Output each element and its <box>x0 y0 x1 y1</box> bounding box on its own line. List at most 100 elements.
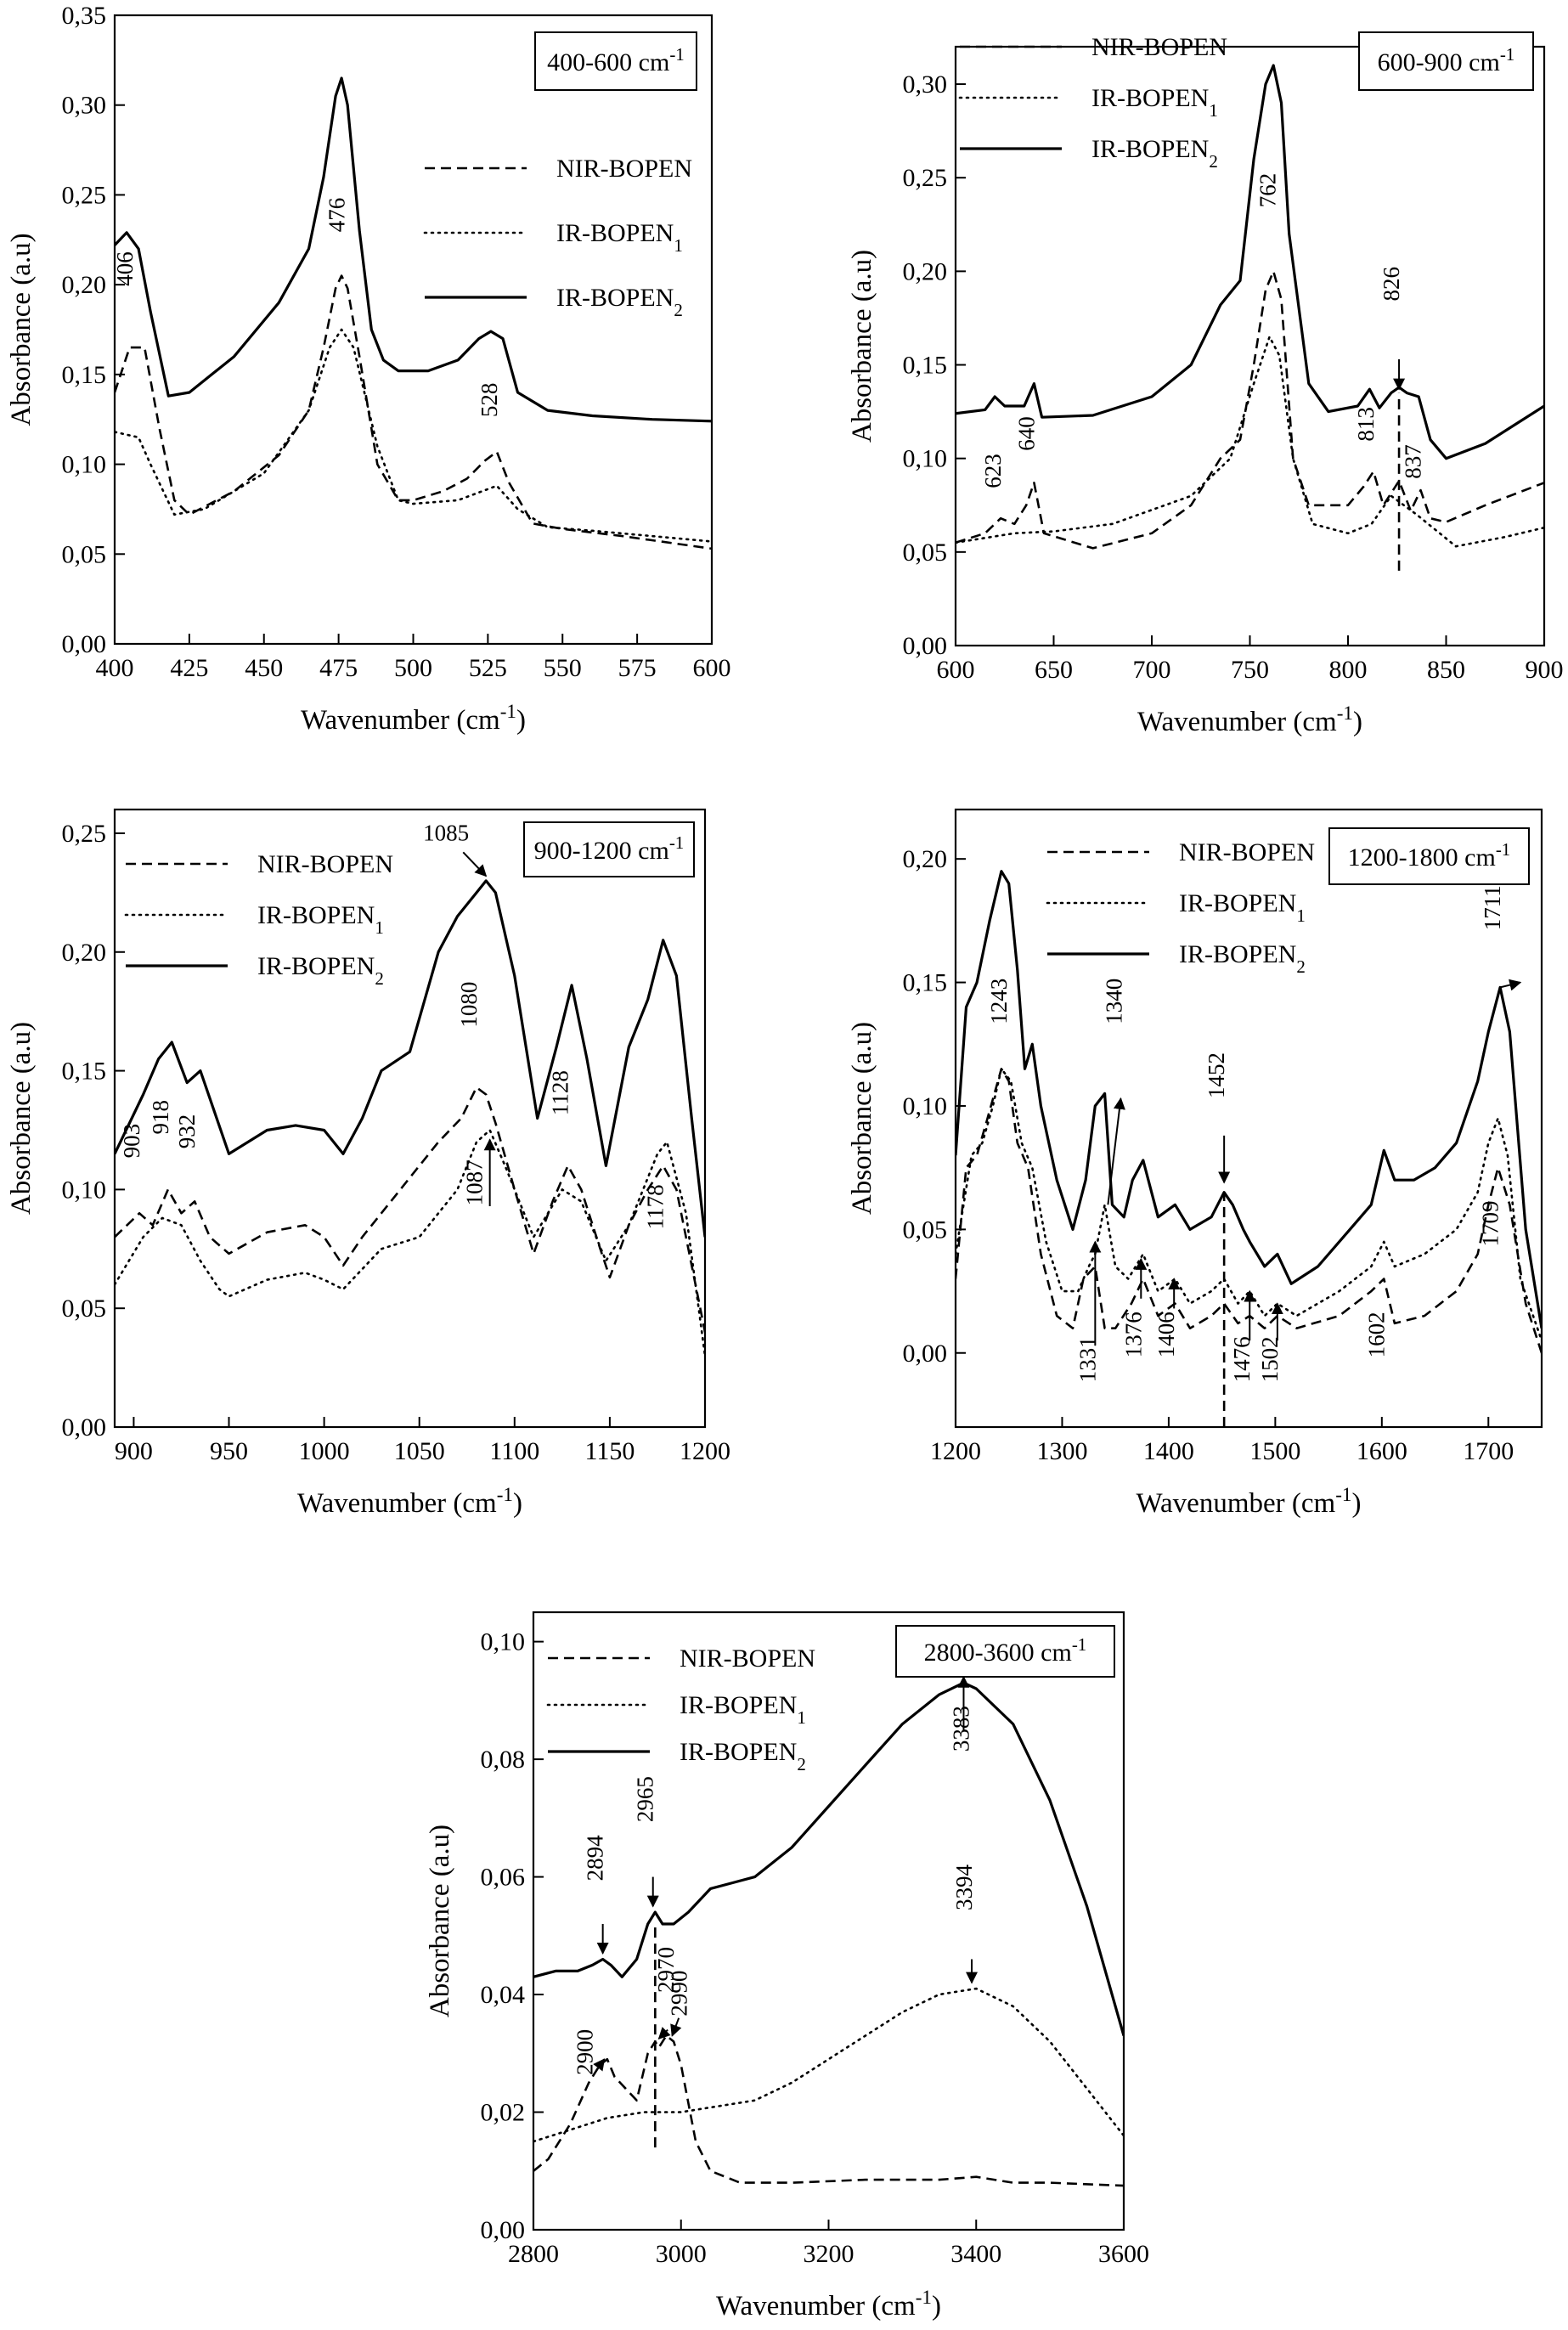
y-tick-label: 0,25 <box>903 164 948 192</box>
range-label: 1200-1800 cm-1 <box>1348 839 1511 872</box>
legend-label-ir-bopen1: IR-BOPEN1 <box>680 1691 806 1728</box>
legend-label-ir-bopen2: IR-BOPEN2 <box>1091 135 1218 172</box>
chart-panel-1: 400 425 450 475 500 525 550 575 600 0,00 0,05 0,10 0… <box>6 2 731 736</box>
series-line-nir-bopen <box>115 1086 705 1333</box>
legend-label-ir-bopen1: IR-BOPEN1 <box>556 219 683 256</box>
y-tick-label: 0,05 <box>62 1295 107 1323</box>
legend-label-ir-bopen2: IR-BOPEN2 <box>257 952 384 989</box>
x-tick-label: 3200 <box>804 2240 855 2268</box>
y-tick-label: 0,10 <box>481 1628 526 1656</box>
x-tick-label: 400 <box>96 654 134 682</box>
legend-label-nir-bopen: NIR-BOPEN <box>680 1645 815 1673</box>
legend-label-nir-bopen: NIR-BOPEN <box>257 850 393 878</box>
series-line-nir-bopen <box>956 270 1544 550</box>
peak-label-1602: 1602 <box>1363 1312 1389 1357</box>
peak-label-1502: 1502 <box>1257 1336 1283 1382</box>
x-tick-label: 600 <box>937 656 975 684</box>
y-tick-label: 0,10 <box>903 445 948 473</box>
y-axis-title: Absorbance (a.u) <box>6 233 37 426</box>
x-tick-label: 750 <box>1231 656 1269 684</box>
y-tick-label: 0,30 <box>62 92 107 120</box>
peak-label-623: 623 <box>980 454 1006 488</box>
x-tick-label: 1500 <box>1249 1437 1300 1465</box>
y-tick-label: 0,35 <box>62 2 107 30</box>
peak-label-1128: 1128 <box>548 1070 573 1115</box>
x-tick-label: 1050 <box>394 1437 445 1465</box>
y-tick-label: 0,00 <box>62 1413 107 1441</box>
series-line-ir-bopen1 <box>115 328 712 543</box>
annotation-arrow <box>462 851 488 877</box>
peak-label-826: 826 <box>1379 267 1404 302</box>
peak-label-528: 528 <box>477 383 502 418</box>
y-tick-label: 0,20 <box>62 271 107 299</box>
y-tick-label: 0,10 <box>903 1092 948 1120</box>
range-label: 2800-3600 cm-1 <box>924 1634 1087 1667</box>
y-tick-label: 0,30 <box>903 71 948 99</box>
range-label: 600-900 cm-1 <box>1378 44 1515 76</box>
x-tick-label: 1150 <box>584 1437 635 1465</box>
series-line-ir-bopen1 <box>533 1987 1124 2143</box>
y-tick-label: 0,20 <box>903 845 948 873</box>
x-tick-label: 900 <box>115 1437 153 1465</box>
series-group <box>956 64 1544 571</box>
x-tick-label: 2800 <box>508 2240 559 2268</box>
x-tick-label: 1000 <box>299 1437 350 1465</box>
series-line-nir-bopen <box>956 1068 1542 1354</box>
peak-label-3394: 3394 <box>951 1865 977 1911</box>
range-box <box>895 1625 1115 1678</box>
peak-label-1476: 1476 <box>1229 1336 1255 1382</box>
plot-frame <box>113 808 707 1429</box>
legend-label-ir-bopen1: IR-BOPEN1 <box>257 901 384 938</box>
peak-label-2970: 2970 <box>653 1947 679 1993</box>
x-axis-title: Wavenumber (cm-1) <box>1137 1483 1362 1519</box>
legend-label-nir-bopen: NIR-BOPEN <box>1179 838 1315 866</box>
y-tick-label: 0,20 <box>62 939 107 967</box>
y-tick-label: 0,20 <box>903 257 948 285</box>
x-tick-label: 800 <box>1329 656 1368 684</box>
annotation-arrow <box>670 2017 682 2037</box>
y-axis-title: Absorbance (a.u) <box>847 250 877 443</box>
peak-label-918: 918 <box>148 1100 173 1135</box>
peak-label-932: 932 <box>174 1114 200 1149</box>
x-tick-label: 1700 <box>1463 1437 1514 1465</box>
peak-label-640: 640 <box>1013 416 1039 451</box>
peak-label-2900: 2900 <box>572 2029 598 2075</box>
range-label: 400-600 cm-1 <box>547 44 685 76</box>
y-tick-label: 0,10 <box>62 1176 107 1204</box>
series-line-ir-bopen1 <box>956 1068 1542 1342</box>
x-axis-title: Wavenumber (cm-1) <box>1137 702 1362 737</box>
legend-label-ir-bopen1: IR-BOPEN1 <box>1179 889 1306 926</box>
annotation-arrow <box>1107 1097 1125 1205</box>
x-axis-title: Wavenumber (cm-1) <box>301 700 526 736</box>
x-tick-label: 850 <box>1427 656 1465 684</box>
legend-label-ir-bopen1: IR-BOPEN1 <box>1091 84 1218 121</box>
peak-label-1087: 1087 <box>462 1159 488 1205</box>
range-box <box>523 821 695 877</box>
y-tick-label: 0,10 <box>62 451 107 479</box>
range-box <box>1358 31 1534 91</box>
series-line-ir-bopen2 <box>115 879 705 1238</box>
legend-label-ir-bopen2: IR-BOPEN2 <box>556 284 683 320</box>
peak-label-762: 762 <box>1255 173 1281 208</box>
x-tick-label: 1200 <box>930 1437 981 1465</box>
peak-label-1243: 1243 <box>986 979 1012 1024</box>
series-line-ir-bopen2 <box>956 64 1544 460</box>
chart-panel-4: 1200 1300 1400 1500 1600 1700 0,00 0,05 0,10 0,15… <box>847 808 1543 1519</box>
annotation-arrow <box>1499 979 1522 991</box>
x-tick-label: 3400 <box>950 2240 1001 2268</box>
series-line-ir-bopen2 <box>956 870 1542 1329</box>
range-box <box>1328 827 1530 885</box>
legend-label-nir-bopen: NIR-BOPEN <box>556 155 692 183</box>
x-tick-label: 1100 <box>489 1437 539 1465</box>
legend-label-ir-bopen2: IR-BOPEN2 <box>1179 940 1306 977</box>
y-axis-title: Absorbance (a.u) <box>847 1022 877 1215</box>
x-tick-label: 450 <box>245 654 283 682</box>
chart-panel-3: 900 950 1000 1050 1100 1150 1200 0,00 0,05 0,10 0,… <box>6 808 730 1519</box>
series-group <box>115 879 705 1357</box>
x-tick-label: 500 <box>394 654 432 682</box>
series-group <box>956 870 1542 1427</box>
chart-panel-2: 600 650 700 750 800 850 900 0,00 0,05 0,10 0,15 0,2… <box>847 31 1564 737</box>
legend-label-ir-bopen2: IR-BOPEN2 <box>680 1738 806 1774</box>
y-tick-label: 0,00 <box>903 1340 948 1368</box>
